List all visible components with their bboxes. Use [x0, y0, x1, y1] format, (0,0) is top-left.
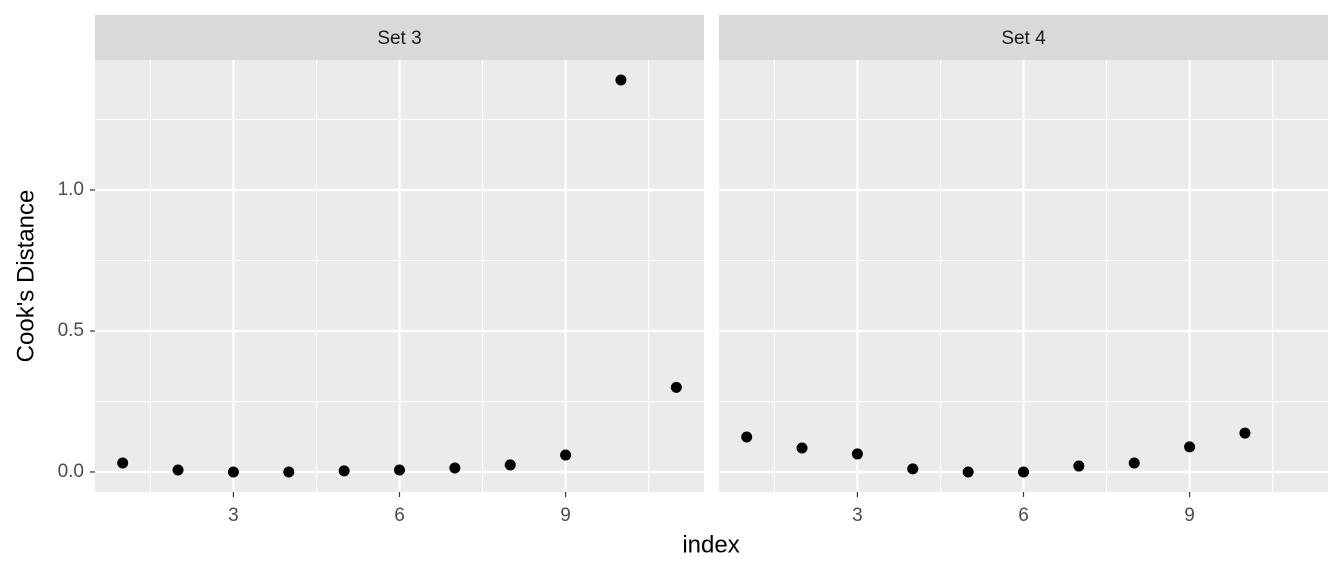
point [615, 74, 627, 86]
point [1184, 441, 1196, 453]
point [670, 381, 682, 393]
strip [95, 15, 704, 60]
y-tick-label: 0.0 [58, 461, 84, 482]
x-tick-label: 6 [394, 505, 405, 526]
y-axis-label: Cook's Distance [12, 190, 39, 363]
x-tick-label: 6 [1018, 505, 1029, 526]
point [227, 466, 239, 478]
point [741, 431, 753, 443]
point [283, 466, 295, 478]
x-tick-label: 9 [1184, 505, 1195, 526]
x-tick-label: 3 [852, 505, 863, 526]
point [796, 442, 808, 454]
point [449, 462, 461, 474]
y-tick-label: 1.0 [58, 179, 84, 200]
point [1073, 460, 1085, 472]
point [962, 466, 974, 478]
x-tick-label: 3 [228, 505, 239, 526]
x-axis-label: index [682, 531, 739, 558]
facet-title: Set 3 [377, 28, 421, 49]
point [1239, 427, 1251, 439]
point [504, 459, 516, 471]
point [907, 463, 919, 475]
strip [719, 15, 1328, 60]
point [338, 465, 350, 477]
x-tick-label: 9 [560, 505, 571, 526]
point [851, 448, 863, 460]
facet-title: Set 4 [1001, 28, 1046, 49]
point [560, 449, 572, 461]
point [1018, 466, 1029, 478]
y-tick-label: 0.5 [58, 320, 84, 341]
point [1128, 457, 1140, 469]
point [394, 464, 405, 476]
point [172, 464, 184, 476]
point [117, 457, 129, 469]
